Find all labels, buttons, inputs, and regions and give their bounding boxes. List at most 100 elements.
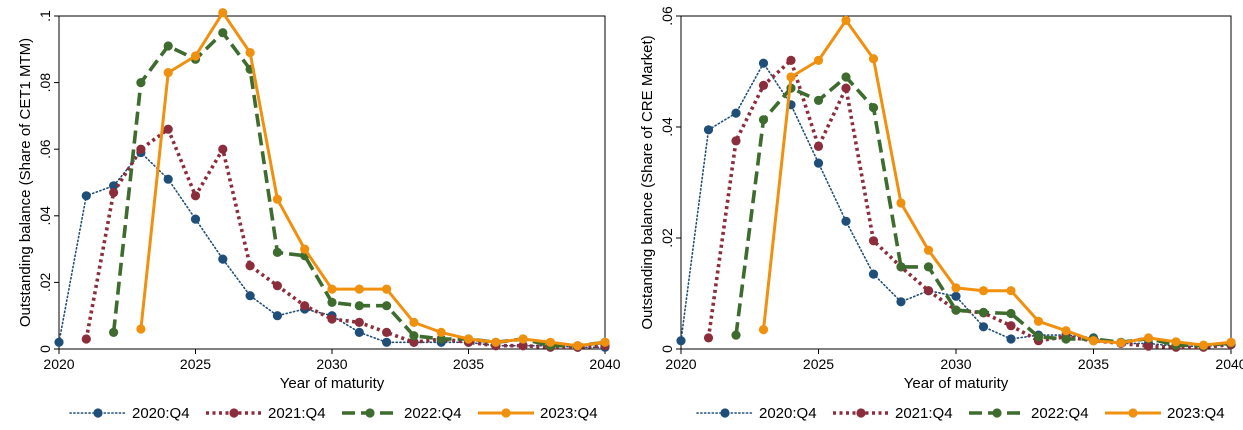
legend-label: 2020:Q4 — [759, 405, 817, 422]
data-point — [703, 333, 714, 343]
data-point — [758, 80, 769, 90]
legend-label: 2021:Q4 — [895, 405, 953, 422]
data-point — [1171, 337, 1181, 347]
y-tick-label: .08 — [37, 73, 53, 93]
x-tick-label: 2025 — [803, 356, 834, 372]
y-tick-label: .02 — [659, 228, 675, 248]
data-point — [272, 311, 282, 321]
data-point — [463, 334, 474, 344]
data-point — [245, 261, 255, 271]
data-point — [136, 324, 146, 334]
data-point — [758, 58, 769, 68]
legend-label: 2020:Q4 — [132, 405, 190, 422]
data-point — [1033, 316, 1044, 326]
data-point — [896, 297, 906, 307]
data-point — [436, 327, 446, 337]
data-point — [978, 286, 989, 296]
data-point — [951, 305, 961, 315]
data-point — [163, 124, 173, 134]
legend-swatch-marker — [93, 408, 103, 418]
data-point — [272, 281, 282, 291]
y-axis-title: Outstanding balance (Share of CET1 MTM) — [17, 38, 34, 327]
data-point — [409, 317, 419, 327]
data-point — [327, 284, 337, 294]
legend-label: 2021:Q4 — [268, 405, 326, 422]
data-point — [518, 334, 528, 344]
data-point — [245, 291, 255, 301]
legend-swatch-marker — [992, 408, 1002, 418]
data-point — [545, 337, 556, 347]
data-point — [1226, 337, 1236, 347]
legend-swatch-marker — [1128, 408, 1138, 418]
data-point — [758, 115, 769, 125]
data-point — [190, 51, 201, 61]
legend-swatch-marker — [365, 408, 375, 418]
y-tick-label: .04 — [659, 117, 675, 137]
data-point — [758, 325, 769, 335]
legend-swatch-marker — [501, 408, 511, 418]
data-point — [841, 216, 851, 226]
data-point — [731, 108, 741, 118]
data-point — [382, 301, 392, 311]
data-point — [731, 330, 741, 340]
data-point — [409, 337, 419, 347]
data-point — [731, 136, 741, 146]
data-point — [1143, 341, 1154, 351]
data-point — [868, 236, 879, 246]
data-point — [109, 327, 119, 337]
data-point — [382, 327, 392, 337]
data-point — [1006, 334, 1016, 344]
data-point — [409, 331, 419, 341]
data-point — [600, 337, 610, 347]
data-point — [676, 336, 686, 346]
data-point — [354, 327, 364, 337]
y-axis-title: Outstanding balance (Share of CRE Market… — [639, 35, 656, 329]
y-tick-label: .06 — [659, 6, 675, 26]
data-point — [1033, 332, 1044, 342]
data-point — [354, 301, 364, 311]
data-point — [923, 262, 934, 272]
y-tick-label: .06 — [37, 139, 53, 159]
data-point — [163, 68, 173, 78]
data-point — [1061, 326, 1071, 336]
data-point — [245, 48, 255, 58]
y-tick-label: .04 — [37, 206, 53, 226]
data-point — [923, 245, 934, 255]
data-point — [190, 214, 201, 224]
data-point — [109, 181, 119, 191]
data-point — [354, 317, 364, 327]
data-point — [300, 301, 310, 311]
legend-label: 2022:Q4 — [404, 405, 462, 422]
data-point — [327, 314, 337, 324]
y-tick-label: .1 — [37, 10, 53, 22]
x-axis-title: Year of maturity — [280, 375, 385, 392]
data-point — [868, 269, 879, 279]
data-point — [81, 191, 91, 201]
data-point — [354, 284, 364, 294]
data-point — [272, 194, 282, 204]
data-point — [218, 8, 228, 18]
data-point — [813, 158, 824, 168]
data-point — [382, 337, 392, 347]
data-point — [951, 283, 961, 293]
data-point — [1198, 340, 1209, 350]
x-tick-label: 2040 — [589, 356, 620, 372]
data-point — [978, 322, 989, 332]
series-line-2023-q4 — [762, 18, 1232, 347]
data-point — [813, 141, 824, 151]
x-tick-label: 2035 — [1078, 356, 1109, 372]
data-point — [81, 334, 91, 344]
data-point — [786, 72, 796, 82]
data-point — [491, 337, 501, 347]
data-point — [868, 54, 879, 64]
legend-swatch-marker — [720, 408, 730, 418]
data-point — [218, 254, 228, 264]
data-point — [1006, 286, 1016, 296]
x-tick-label: 2030 — [316, 356, 347, 372]
legend-swatch-marker — [856, 408, 866, 418]
data-point — [703, 125, 714, 135]
legend-swatch-marker — [229, 408, 239, 418]
data-point — [1006, 308, 1016, 319]
data-point — [163, 41, 173, 51]
data-point — [327, 297, 337, 307]
